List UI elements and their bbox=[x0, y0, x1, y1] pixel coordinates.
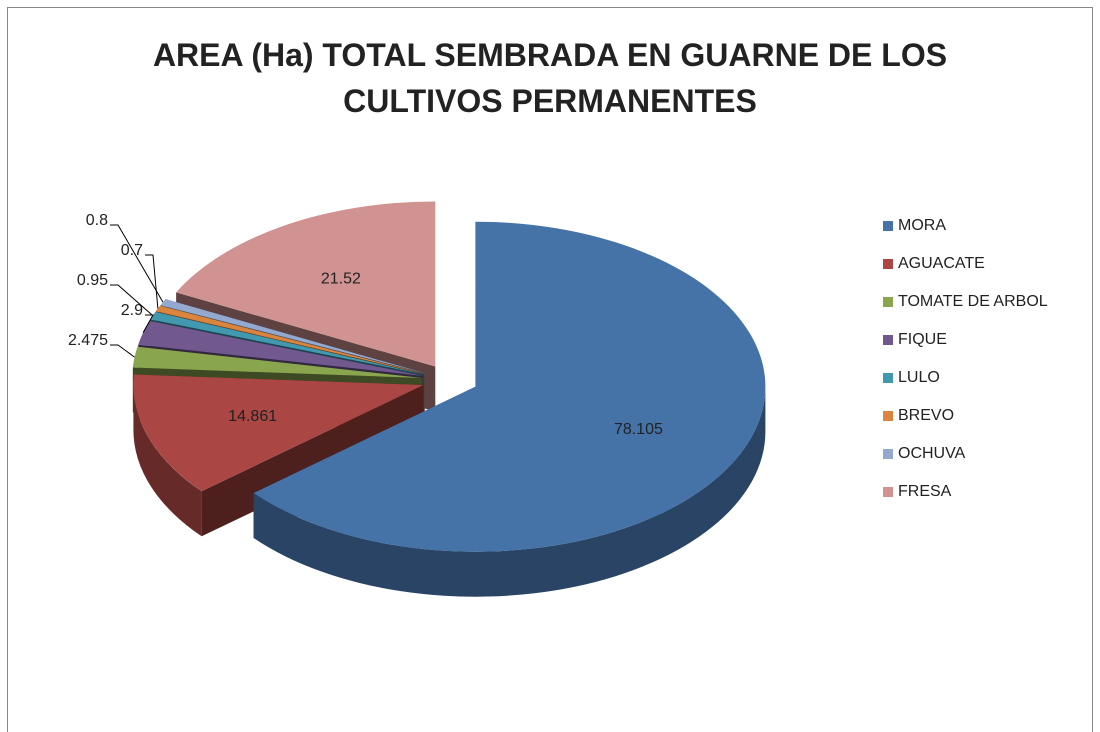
legend-label: FRESA bbox=[898, 483, 952, 500]
slice bbox=[138, 320, 423, 376]
legend-label: OCHUVA bbox=[898, 445, 966, 462]
leader-line bbox=[110, 344, 135, 358]
legend-label: LULO bbox=[898, 369, 940, 386]
value-label: 0.8 bbox=[86, 212, 108, 229]
value-label: 0.95 bbox=[77, 272, 108, 289]
value-label: 2.475 bbox=[68, 332, 108, 349]
leader-line bbox=[142, 314, 154, 333]
slice bbox=[176, 201, 436, 367]
legend-swatch bbox=[883, 259, 893, 269]
value-label: 0.7 bbox=[121, 242, 143, 259]
legend-label: AGUACATE bbox=[898, 255, 985, 272]
value-label: 21.52 bbox=[321, 271, 361, 288]
legend-swatch bbox=[883, 449, 893, 459]
legend-label: BREVO bbox=[898, 407, 954, 424]
legend-swatch bbox=[883, 221, 893, 231]
leader-line bbox=[110, 224, 164, 303]
slice-wall bbox=[133, 384, 202, 537]
legend-label: TOMATE DE ARBOL bbox=[898, 293, 1048, 310]
slice-wall bbox=[253, 386, 766, 597]
legend-swatch bbox=[883, 411, 893, 421]
legend-label: MORA bbox=[898, 217, 946, 234]
slice bbox=[150, 311, 424, 375]
value-label: 2.9 bbox=[121, 302, 143, 319]
slice bbox=[133, 374, 424, 492]
leader-line bbox=[110, 284, 154, 316]
slice bbox=[160, 299, 425, 374]
value-label: 78.105 bbox=[614, 421, 663, 438]
legend-swatch bbox=[883, 373, 893, 383]
chart-title: AREA (Ha) TOTAL SEMBRADA EN GUARNE DE LO… bbox=[152, 37, 948, 119]
legend-label: FIQUE bbox=[898, 331, 947, 348]
legend-swatch bbox=[883, 487, 893, 497]
legend-swatch bbox=[883, 335, 893, 345]
slice bbox=[155, 305, 425, 374]
legend-swatch bbox=[883, 297, 893, 307]
slice bbox=[132, 346, 423, 378]
slice bbox=[253, 221, 766, 552]
chart-frame bbox=[7, 7, 1093, 732]
value-label: 14.861 bbox=[228, 408, 277, 425]
